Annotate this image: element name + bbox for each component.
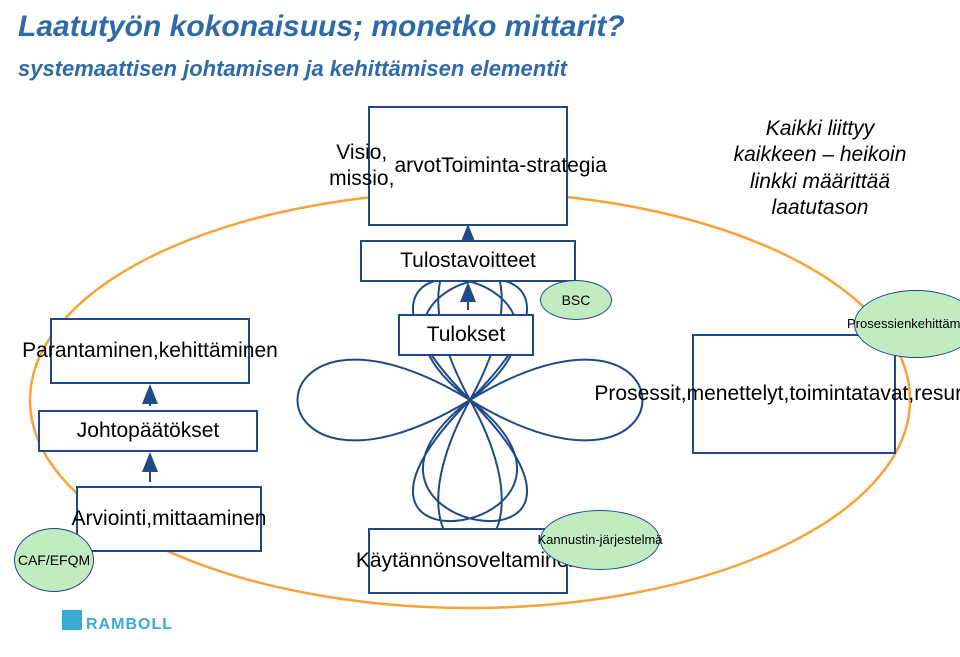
- box-line: Tulostavoitteet: [400, 248, 536, 274]
- box-line: Parantaminen,: [22, 338, 159, 364]
- box-line: mittaaminen: [152, 506, 266, 532]
- note-line: kaikkeen – heikoin: [734, 143, 907, 166]
- box-tulostavoitteet: Tulostavoitteet: [360, 240, 576, 282]
- box-line: menettelyt,: [687, 381, 790, 407]
- note-line: laatutason: [772, 196, 869, 219]
- box-line: kehittäminen: [159, 338, 278, 364]
- ellipse-line: Kannustin-: [538, 532, 600, 548]
- ellipse-line: järjestelmä: [600, 532, 663, 548]
- note-line: linkki määrittää: [750, 170, 890, 193]
- box-line: Visio, missio,: [329, 140, 394, 193]
- ellipse-line: EFQM: [50, 552, 90, 569]
- badge-caf-efqm: CAF/EFQM: [14, 528, 94, 592]
- note-line: Kaikki liittyy: [766, 117, 875, 140]
- box-line: Arviointi,: [72, 506, 153, 532]
- box-line: strategia: [526, 153, 607, 179]
- ellipse-line: CAF/: [18, 552, 50, 569]
- ramboll-logo-box: [62, 610, 82, 630]
- box-visio-missio-arvot: Visio, missio,arvotToiminta-strategia: [368, 106, 568, 226]
- ellipse-line: kehittäminen: [911, 316, 960, 332]
- box-parantaminen-kehittaminen: Parantaminen,kehittäminen: [50, 318, 250, 384]
- box-line: Prosessit,: [594, 381, 686, 407]
- box-johtopaatokset: Johtopäätökset: [38, 410, 258, 452]
- badge-bsc: BSC: [540, 280, 612, 320]
- box-line: Tulokset: [427, 322, 506, 348]
- page-title: Laatutyön kokonaisuus; monetko mittarit?: [18, 10, 625, 44]
- box-line: resurssit: [914, 381, 960, 407]
- box-line: Johtopäätökset: [77, 418, 219, 444]
- box-line: arvot: [394, 153, 441, 179]
- box-line: toimintatavat,: [789, 381, 914, 407]
- box-line: Toiminta-: [441, 153, 526, 179]
- box-prosessit: Prosessit,menettelyt,toimintatavat,resur…: [692, 334, 896, 454]
- box-tulokset: Tulokset: [398, 314, 534, 356]
- badge-kannustin: Kannustin-järjestelmä: [540, 510, 660, 570]
- box-arviointi-mittaaminen: Arviointi,mittaaminen: [76, 486, 262, 552]
- page-subtitle: systemaattisen johtamisen ja kehittämise…: [18, 56, 567, 82]
- ellipse-line: Prosessien: [847, 316, 911, 332]
- box-line: Käytännön: [356, 548, 456, 574]
- ramboll-logo-text: RAMBOLL: [86, 616, 173, 634]
- side-note: Kaikki liittyy kaikkeen – heikoin linkki m…: [700, 116, 940, 221]
